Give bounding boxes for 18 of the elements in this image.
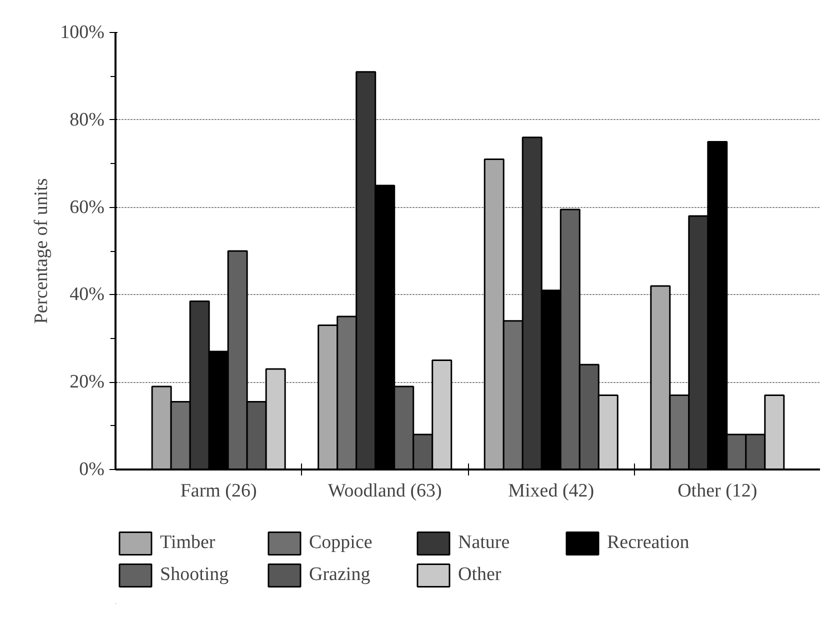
- legend-label: Timber: [160, 532, 216, 554]
- y-tick-label: 80%: [70, 109, 105, 130]
- y-tick-label: 100%: [60, 22, 105, 43]
- y-tick-label: 60%: [70, 196, 105, 218]
- x-tick-label: Woodland (63): [328, 480, 442, 502]
- x-tick-label: Mixed (42): [508, 480, 594, 502]
- y-tick-label: 20%: [70, 372, 105, 393]
- legend-label: Recreation: [607, 532, 690, 554]
- y-tick-label: 0%: [79, 459, 105, 480]
- legend-label: Coppice: [309, 532, 374, 554]
- legend-label: Shooting: [160, 564, 230, 586]
- legend-label: Other: [458, 564, 502, 586]
- y-axis-title: Percentage of units: [31, 178, 52, 324]
- legend-label: Nature: [458, 532, 511, 554]
- x-tick-label: Farm (26): [180, 480, 257, 502]
- y-tick-label: 40%: [70, 284, 105, 306]
- legend-label: Grazing: [309, 564, 372, 586]
- x-tick-label: Other (12): [678, 480, 758, 502]
